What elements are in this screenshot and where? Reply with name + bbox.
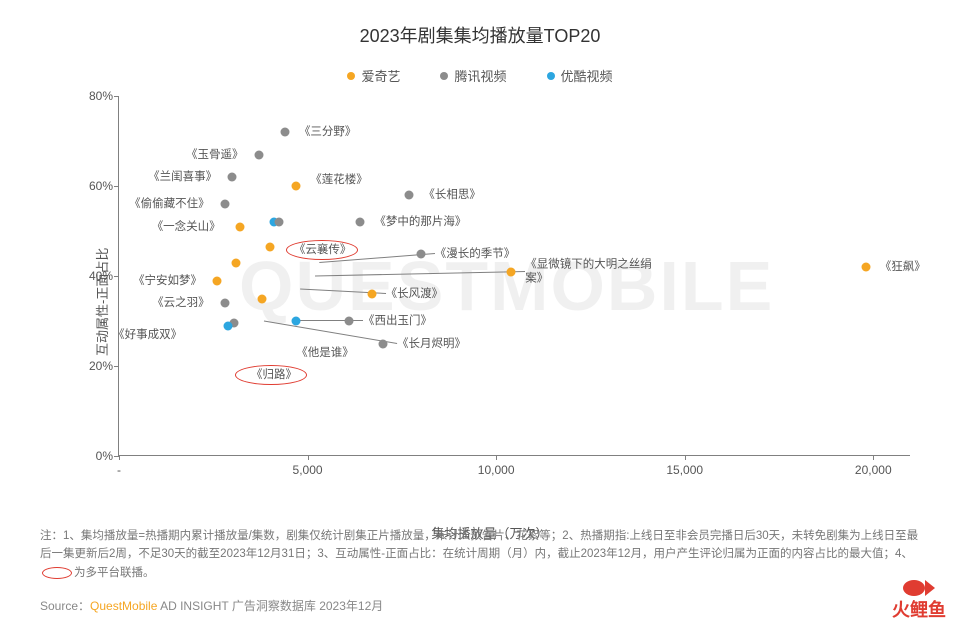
corner-logo: 火鲤鱼	[892, 578, 946, 622]
x-tick-label: 10,000	[478, 463, 515, 477]
source-brand: QuestMobile	[90, 599, 157, 613]
data-point	[292, 182, 301, 191]
data-point	[292, 317, 301, 326]
x-tick-label: 15,000	[666, 463, 703, 477]
data-point	[231, 258, 240, 267]
data-point	[405, 191, 414, 200]
x-tick-mark	[685, 455, 686, 460]
point-label: 《漫长的季节》	[435, 246, 516, 260]
data-point	[345, 317, 354, 326]
data-point	[228, 173, 237, 182]
point-label: 《显微镜下的大明之丝绢案》	[525, 257, 652, 286]
point-label: 《偷偷藏不住》	[129, 197, 210, 211]
y-tick-label: 80%	[77, 89, 113, 103]
data-point	[265, 242, 274, 251]
y-tick-label: 60%	[77, 179, 113, 193]
point-label: 《狂飙》	[880, 260, 926, 274]
point-label: 《一念关山》	[152, 219, 221, 233]
point-label: 《云襄传》	[294, 243, 352, 257]
corner-logo-text: 火鲤鱼	[892, 596, 946, 622]
legend-dot-icon	[547, 72, 555, 80]
data-point	[220, 200, 229, 209]
point-label: 《云之羽》	[152, 296, 210, 310]
x-tick-label: 5,000	[293, 463, 323, 477]
legend-label: 爱奇艺	[361, 66, 400, 85]
legend-label: 腾讯视频	[454, 66, 506, 85]
data-point	[220, 299, 229, 308]
y-tick-mark	[114, 276, 119, 277]
plot-area: QUESTMOBILE 0%20%40%60%80%-5,00010,00015…	[118, 96, 910, 456]
point-label: 《三分野》	[299, 125, 357, 139]
point-label: 《他是谁》	[296, 345, 354, 359]
data-point	[379, 339, 388, 348]
chart-area: 互动属性-正面占比 QUESTMOBILE 0%20%40%60%80%-5,0…	[70, 96, 910, 496]
source-line: Source：QuestMobile AD INSIGHT 广告洞察数据库 20…	[40, 597, 383, 614]
highlight-oval-icon	[42, 567, 72, 579]
data-point	[235, 222, 244, 231]
footnotes-text: 注：1、集均播放量=热播期内累计播放量/集数，剧集仅统计剧集正片播放量，未计入预…	[40, 530, 918, 560]
source-prefix: Source：	[40, 599, 90, 613]
x-tick-mark	[119, 455, 120, 460]
leader-line	[315, 271, 525, 276]
y-tick-label: 20%	[77, 359, 113, 373]
point-label: 《长月烬明》	[397, 336, 466, 350]
data-point	[254, 150, 263, 159]
point-label: 《梦中的那片海》	[374, 215, 466, 229]
point-label: 《好事成双》	[113, 327, 182, 341]
x-tick-mark	[308, 455, 309, 460]
point-label: 《归路》	[251, 368, 297, 382]
legend-item: 腾讯视频	[440, 66, 506, 85]
footnotes: 注：1、集均播放量=热播期内累计播放量/集数，剧集仅统计剧集正片播放量，未计入预…	[40, 527, 920, 582]
data-point	[367, 290, 376, 299]
point-label: 《长相思》	[423, 188, 481, 202]
point-label: 《兰闺喜事》	[148, 170, 217, 184]
x-tick-label: -	[117, 463, 121, 477]
chart-title: 2023年剧集集均播放量TOP20	[0, 0, 960, 48]
data-point	[275, 218, 284, 227]
point-label: 《宁安如梦》	[133, 273, 202, 287]
data-point	[280, 128, 289, 137]
fish-icon	[903, 578, 935, 598]
data-point	[507, 267, 516, 276]
legend-dot-icon	[347, 72, 355, 80]
point-label: 《玉骨遥》	[186, 147, 244, 161]
data-point	[224, 321, 233, 330]
x-tick-mark	[873, 455, 874, 460]
y-tick-mark	[114, 366, 119, 367]
y-tick-label: 40%	[77, 269, 113, 283]
footnotes-tail: 为多平台联播。	[74, 567, 155, 579]
legend: 爱奇艺 腾讯视频 优酷视频	[0, 66, 960, 85]
data-point	[416, 249, 425, 258]
y-axis-label: 互动属性-正面占比	[92, 248, 111, 356]
x-tick-label: 20,000	[855, 463, 892, 477]
data-point	[356, 218, 365, 227]
y-tick-label: 0%	[77, 449, 113, 463]
y-tick-mark	[114, 96, 119, 97]
source-rest: AD INSIGHT 广告洞察数据库 2023年12月	[157, 599, 383, 613]
data-point	[213, 276, 222, 285]
y-tick-mark	[114, 186, 119, 187]
point-label: 《长风渡》	[386, 287, 444, 301]
data-point	[258, 294, 267, 303]
data-point	[861, 263, 870, 272]
legend-item: 优酷视频	[547, 66, 613, 85]
legend-item: 爱奇艺	[347, 66, 400, 85]
point-label: 《莲花楼》	[310, 173, 368, 187]
x-tick-mark	[496, 455, 497, 460]
point-label: 《西出玉门》	[363, 314, 432, 328]
legend-label: 优酷视频	[561, 66, 613, 85]
legend-dot-icon	[440, 72, 448, 80]
